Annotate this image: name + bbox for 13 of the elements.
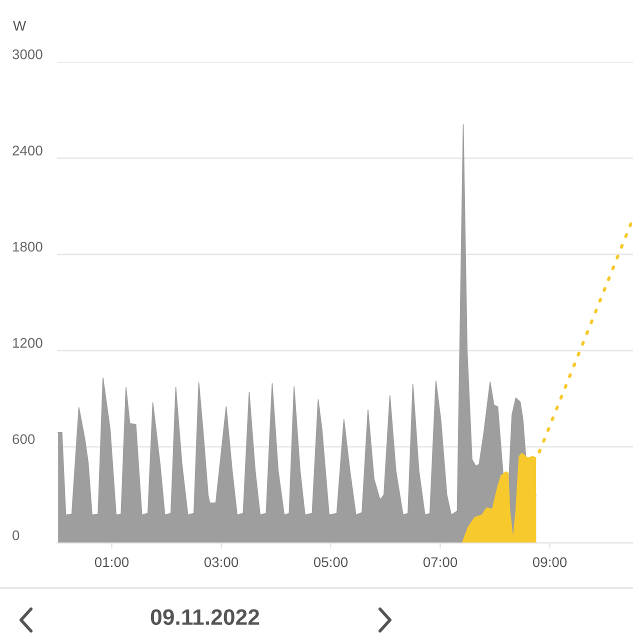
y-tick-label: 3000 (12, 49, 42, 60)
text: 09.11.2022 (150, 609, 260, 625)
y-tick-label: 2400 (12, 146, 42, 156)
x-tick-label: 05:00 (314, 557, 348, 568)
y-tick-label: 600 (12, 434, 35, 444)
x-tick-label: 01:00 (94, 557, 129, 568)
x-tick-label: 03:00 (204, 557, 238, 568)
x-tick-label: 07:00 (423, 557, 458, 568)
y-tick-label: 1800 (13, 242, 42, 252)
y-tick-label: 0 (12, 530, 20, 540)
y-axis-title: W (13, 21, 26, 31)
x-tick-label: 09:00 (532, 557, 567, 568)
y-tick-label: 1200 (13, 338, 42, 348)
